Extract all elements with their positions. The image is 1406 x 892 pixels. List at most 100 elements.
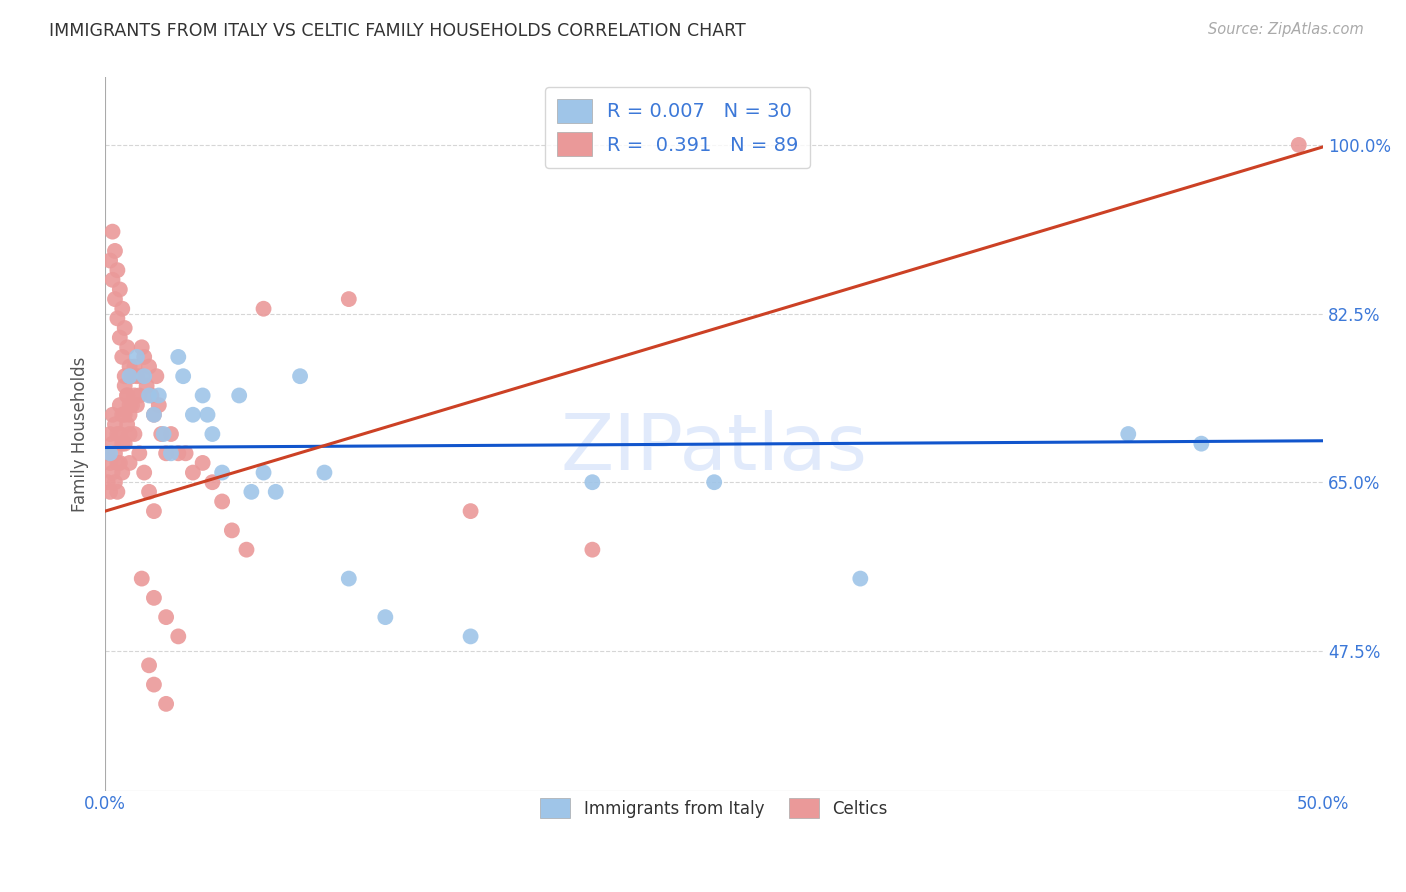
- Point: [374, 610, 396, 624]
- Point: [240, 484, 263, 499]
- Point: [105, 263, 128, 277]
- Point: [115, 388, 138, 402]
- Point: [1189, 436, 1212, 450]
- Point: [108, 331, 131, 345]
- Point: [135, 379, 157, 393]
- Point: [108, 283, 131, 297]
- Point: [211, 466, 233, 480]
- Point: [155, 446, 177, 460]
- Point: [228, 388, 250, 402]
- Point: [118, 427, 141, 442]
- Text: IMMIGRANTS FROM ITALY VS CELTIC FAMILY HOUSEHOLDS CORRELATION CHART: IMMIGRANTS FROM ITALY VS CELTIC FAMILY H…: [49, 22, 747, 40]
- Point: [131, 369, 153, 384]
- Point: [201, 475, 224, 490]
- Point: [105, 484, 128, 499]
- Point: [121, 369, 143, 384]
- Point: [108, 427, 131, 442]
- Point: [142, 591, 165, 605]
- Point: [167, 629, 190, 643]
- Point: [145, 369, 167, 384]
- Point: [97, 475, 120, 490]
- Point: [105, 427, 128, 442]
- Point: [108, 456, 131, 470]
- Point: [128, 446, 150, 460]
- Point: [211, 494, 233, 508]
- Point: [125, 350, 148, 364]
- Point: [101, 273, 124, 287]
- Point: [252, 466, 274, 480]
- Point: [118, 398, 141, 412]
- Point: [134, 369, 156, 384]
- Point: [1288, 137, 1310, 152]
- Point: [115, 340, 138, 354]
- Point: [104, 292, 127, 306]
- Point: [160, 446, 183, 460]
- Point: [98, 253, 121, 268]
- Point: [125, 369, 148, 384]
- Point: [221, 524, 243, 538]
- Point: [235, 542, 257, 557]
- Point: [174, 446, 197, 460]
- Point: [252, 301, 274, 316]
- Point: [97, 446, 120, 460]
- Point: [581, 542, 603, 557]
- Point: [181, 466, 204, 480]
- Point: [134, 350, 156, 364]
- Point: [191, 388, 214, 402]
- Point: [131, 572, 153, 586]
- Point: [148, 388, 170, 402]
- Point: [138, 658, 160, 673]
- Point: [114, 379, 136, 393]
- Point: [124, 388, 146, 402]
- Point: [1116, 427, 1139, 442]
- Point: [121, 398, 143, 412]
- Point: [155, 610, 177, 624]
- Point: [111, 408, 134, 422]
- Point: [111, 301, 134, 316]
- Point: [142, 504, 165, 518]
- Point: [849, 572, 872, 586]
- Point: [98, 484, 121, 499]
- Point: [114, 408, 136, 422]
- Point: [167, 350, 190, 364]
- Point: [142, 408, 165, 422]
- Point: [138, 484, 160, 499]
- Point: [150, 427, 173, 442]
- Point: [98, 456, 121, 470]
- Point: [108, 398, 131, 412]
- Point: [101, 466, 124, 480]
- Point: [264, 484, 287, 499]
- Point: [111, 350, 134, 364]
- Point: [152, 427, 174, 442]
- Point: [703, 475, 725, 490]
- Point: [314, 466, 336, 480]
- Point: [114, 321, 136, 335]
- Text: ZIPatlas: ZIPatlas: [561, 410, 868, 486]
- Point: [101, 225, 124, 239]
- Point: [115, 417, 138, 432]
- Point: [201, 427, 224, 442]
- Point: [98, 427, 121, 442]
- Point: [101, 408, 124, 422]
- Point: [118, 408, 141, 422]
- Point: [160, 427, 183, 442]
- Point: [172, 369, 194, 384]
- Point: [98, 446, 121, 460]
- Point: [142, 408, 165, 422]
- Point: [138, 388, 160, 402]
- Point: [181, 408, 204, 422]
- Point: [101, 436, 124, 450]
- Point: [581, 475, 603, 490]
- Point: [197, 408, 219, 422]
- Point: [118, 456, 141, 470]
- Point: [191, 456, 214, 470]
- Point: [148, 398, 170, 412]
- Y-axis label: Family Households: Family Households: [72, 356, 89, 512]
- Point: [114, 436, 136, 450]
- Point: [111, 436, 134, 450]
- Point: [288, 369, 311, 384]
- Point: [134, 466, 156, 480]
- Point: [337, 572, 360, 586]
- Point: [104, 475, 127, 490]
- Point: [141, 388, 163, 402]
